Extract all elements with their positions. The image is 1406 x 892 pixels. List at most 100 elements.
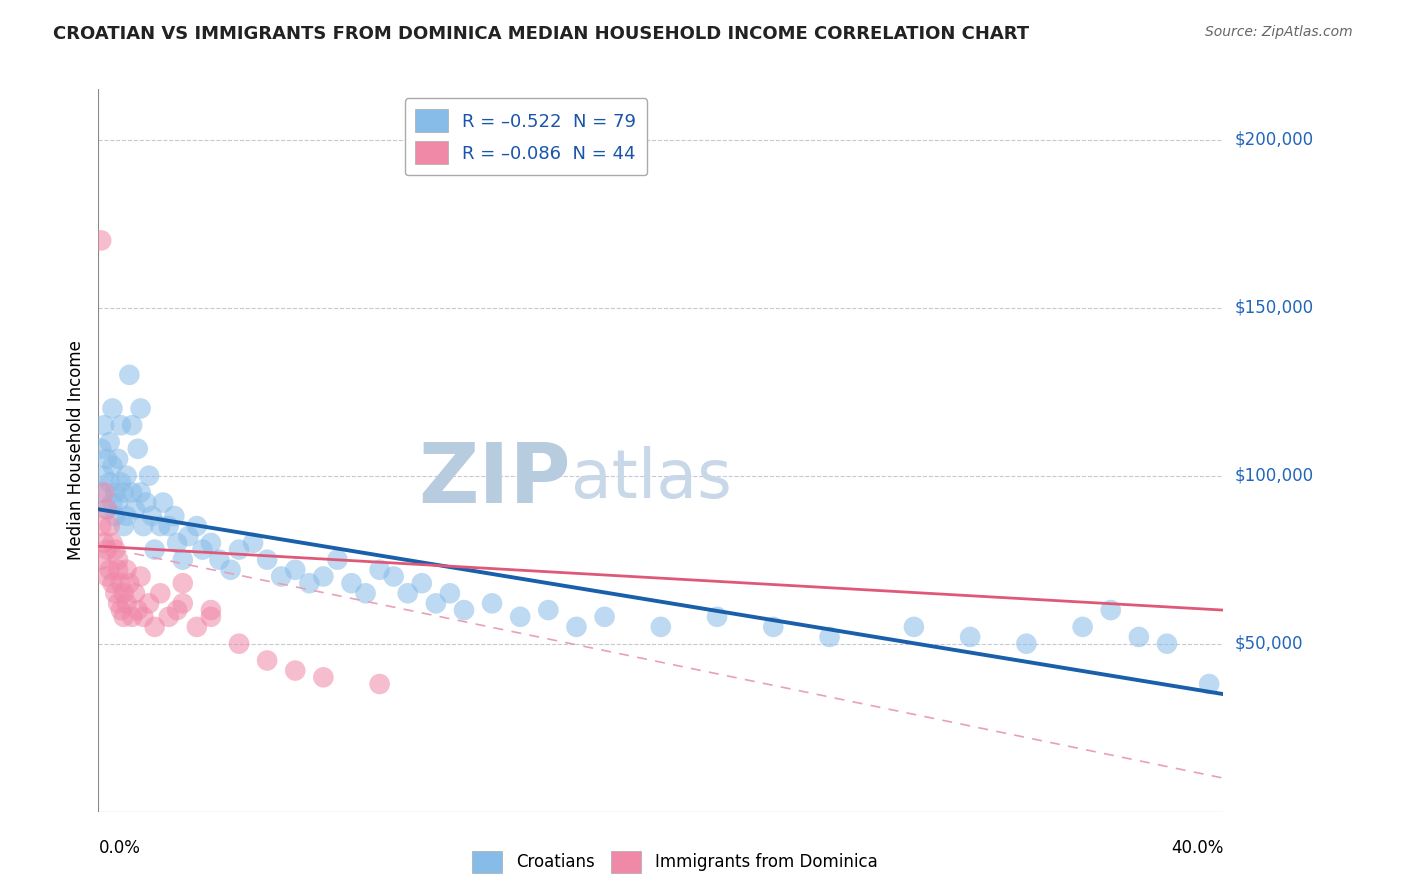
Point <box>326 552 349 566</box>
Text: 40.0%: 40.0% <box>1171 838 1223 856</box>
Point <box>115 596 138 610</box>
Point <box>98 475 121 490</box>
Point <box>200 536 222 550</box>
Point <box>132 519 155 533</box>
Point <box>368 677 391 691</box>
Point <box>191 542 214 557</box>
Point <box>284 664 307 678</box>
Point <box>98 563 121 577</box>
Point <box>138 596 160 610</box>
Point <box>565 620 588 634</box>
Point <box>115 563 138 577</box>
Point <box>104 508 127 523</box>
Point <box>177 529 200 543</box>
Point <box>141 508 163 523</box>
Point <box>143 620 166 634</box>
Point <box>98 435 121 450</box>
Text: ZIP: ZIP <box>419 439 571 520</box>
Point <box>118 368 141 382</box>
Point <box>90 485 112 500</box>
Point <box>157 519 180 533</box>
Point <box>118 576 141 591</box>
Point <box>143 542 166 557</box>
Point <box>152 495 174 509</box>
Point <box>90 234 112 248</box>
Point <box>110 603 132 617</box>
Point <box>110 475 132 490</box>
Point <box>149 586 172 600</box>
Point <box>208 552 231 566</box>
Point <box>101 576 124 591</box>
Point <box>104 586 127 600</box>
Point <box>129 401 152 416</box>
Point <box>124 586 146 600</box>
Point <box>1071 620 1094 634</box>
Point <box>107 495 129 509</box>
Point <box>312 670 335 684</box>
Point <box>96 451 118 466</box>
Point <box>396 586 419 600</box>
Point <box>425 596 447 610</box>
Point <box>129 569 152 583</box>
Point <box>242 536 264 550</box>
Text: atlas: atlas <box>571 446 731 512</box>
Point <box>368 563 391 577</box>
Point <box>107 552 129 566</box>
Point <box>138 468 160 483</box>
Point <box>93 418 115 433</box>
Text: 0.0%: 0.0% <box>98 838 141 856</box>
Point <box>166 536 188 550</box>
Point <box>354 586 377 600</box>
Point <box>1198 677 1220 691</box>
Point <box>98 519 121 533</box>
Point <box>127 603 149 617</box>
Point <box>115 508 138 523</box>
Point <box>706 609 728 624</box>
Point <box>172 552 194 566</box>
Point <box>270 569 292 583</box>
Point <box>121 418 143 433</box>
Point <box>903 620 925 634</box>
Point <box>90 552 112 566</box>
Point <box>186 620 208 634</box>
Point <box>101 458 124 473</box>
Text: $50,000: $50,000 <box>1234 635 1303 653</box>
Point <box>107 596 129 610</box>
Point <box>959 630 981 644</box>
Point <box>172 596 194 610</box>
Point <box>96 542 118 557</box>
Point <box>110 418 132 433</box>
Point <box>121 485 143 500</box>
Y-axis label: Median Household Income: Median Household Income <box>66 341 84 560</box>
Point <box>104 542 127 557</box>
Point <box>163 508 186 523</box>
Point <box>228 542 250 557</box>
Point <box>256 552 278 566</box>
Text: CROATIAN VS IMMIGRANTS FROM DOMINICA MEDIAN HOUSEHOLD INCOME CORRELATION CHART: CROATIAN VS IMMIGRANTS FROM DOMINICA MED… <box>53 25 1029 43</box>
Point <box>166 603 188 617</box>
Point <box>219 563 242 577</box>
Point <box>96 569 118 583</box>
Point <box>298 576 321 591</box>
Point <box>200 603 222 617</box>
Point <box>537 603 560 617</box>
Point <box>312 569 335 583</box>
Point <box>112 586 135 600</box>
Point <box>101 401 124 416</box>
Point <box>96 502 118 516</box>
Point <box>186 519 208 533</box>
Point <box>121 609 143 624</box>
Point <box>101 495 124 509</box>
Text: $100,000: $100,000 <box>1234 467 1313 484</box>
Text: $200,000: $200,000 <box>1234 130 1313 149</box>
Point <box>107 563 129 577</box>
Point <box>382 569 405 583</box>
Point <box>340 576 363 591</box>
Point <box>112 609 135 624</box>
Point <box>157 609 180 624</box>
Point <box>135 495 157 509</box>
Point <box>453 603 475 617</box>
Text: Source: ZipAtlas.com: Source: ZipAtlas.com <box>1205 25 1353 39</box>
Legend: Croatians, Immigrants from Dominica: Croatians, Immigrants from Dominica <box>465 845 884 880</box>
Point <box>509 609 531 624</box>
